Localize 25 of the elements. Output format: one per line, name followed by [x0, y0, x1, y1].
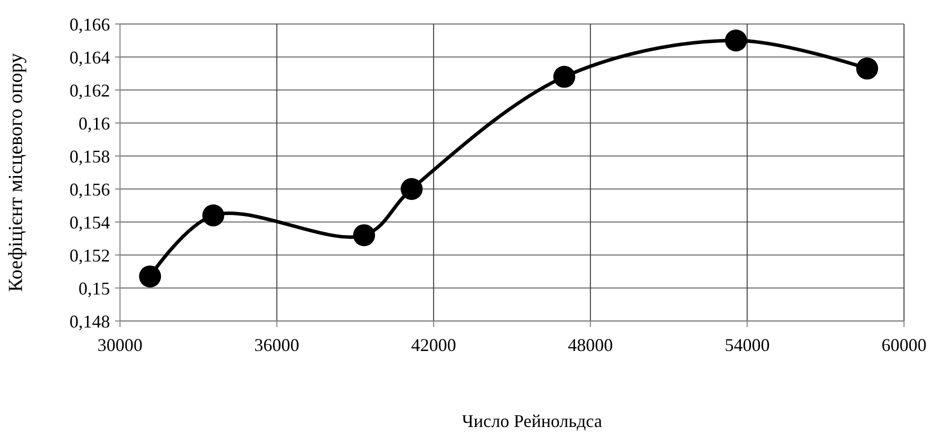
point: [400, 178, 423, 200]
point: [202, 204, 224, 226]
point: [553, 66, 576, 88]
y-tick-label: 0,15: [78, 278, 110, 298]
y-tick-label: 0,164: [70, 47, 110, 68]
point: [724, 30, 747, 52]
y-tick-label: 0,148: [70, 311, 110, 332]
x-axis-title: Число Рейнольдса: [462, 411, 602, 431]
y-tick-label: 0,154: [70, 212, 110, 232]
x-tick-label: 54000: [724, 335, 770, 355]
y-tick-label: 0,166: [70, 14, 110, 34]
x-tick-label: 36000: [254, 335, 300, 355]
y-tick-label: 0,16: [78, 113, 110, 134]
x-tick-label: 60000: [882, 335, 926, 355]
x-tick-label: 42000: [411, 335, 456, 355]
y-tick-label: 0,158: [70, 146, 110, 166]
point: [139, 265, 162, 288]
x-tick-label: 48000: [568, 335, 613, 355]
point: [353, 224, 376, 246]
point: [856, 58, 878, 80]
y-tick-label: 0,152: [70, 245, 110, 266]
x-tick-label: 30000: [98, 335, 142, 355]
y-axis-title: Коефіцієнт місцевого опору: [5, 53, 27, 292]
y-tick-label: 0,162: [70, 80, 110, 100]
y-tick-label: 0,156: [70, 179, 110, 200]
